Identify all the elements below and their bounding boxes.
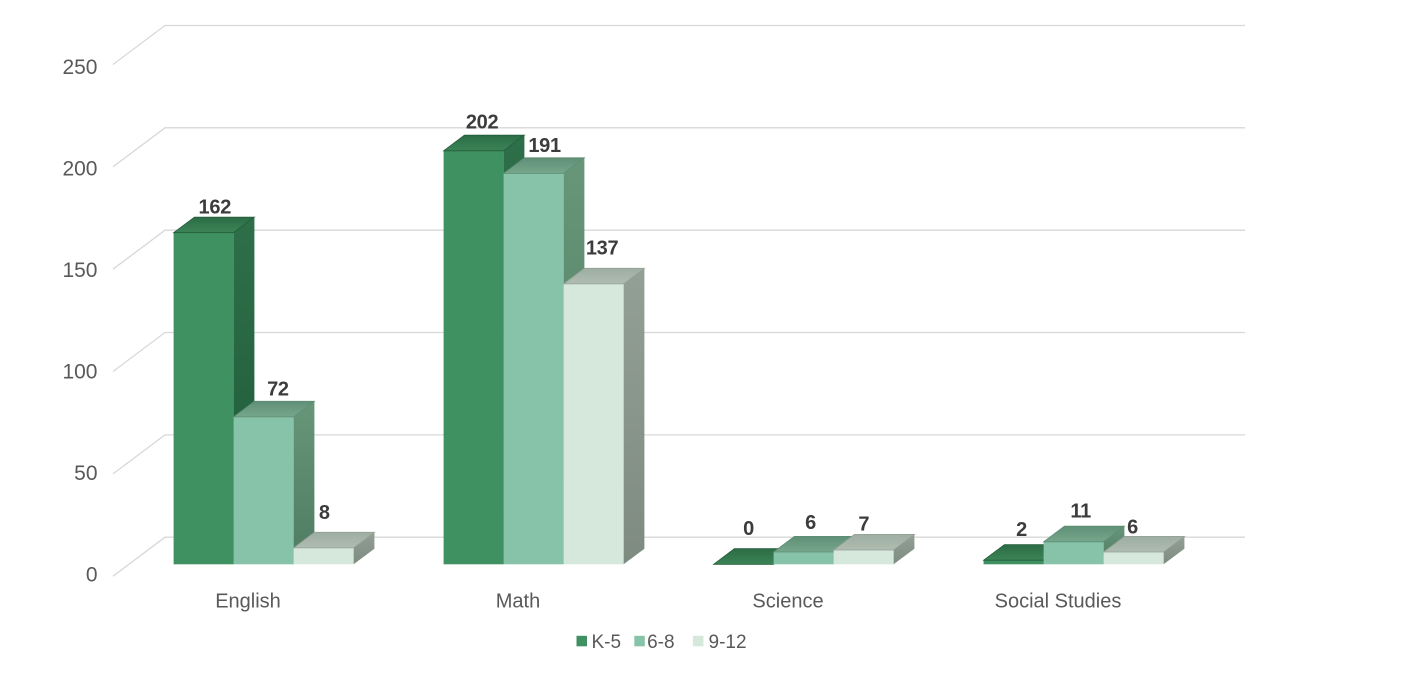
svg-text:202: 202 bbox=[466, 112, 499, 134]
svg-text:250: 250 bbox=[62, 56, 97, 79]
svg-text:K-5: K-5 bbox=[592, 632, 622, 653]
svg-text:191: 191 bbox=[528, 135, 561, 157]
svg-text:7: 7 bbox=[858, 514, 869, 536]
svg-text:Social Studies: Social Studies bbox=[995, 590, 1122, 612]
svg-text:8: 8 bbox=[319, 502, 330, 524]
svg-text:Math: Math bbox=[496, 590, 540, 612]
svg-text:162: 162 bbox=[199, 197, 232, 219]
svg-text:72: 72 bbox=[267, 378, 289, 400]
svg-text:Science: Science bbox=[752, 590, 823, 612]
svg-text:6-8: 6-8 bbox=[647, 632, 674, 653]
svg-text:9-12: 9-12 bbox=[709, 632, 747, 653]
svg-text:137: 137 bbox=[586, 238, 619, 260]
svg-text:2: 2 bbox=[1016, 519, 1027, 541]
svg-text:6: 6 bbox=[1127, 517, 1138, 539]
svg-text:English: English bbox=[215, 590, 281, 612]
svg-text:150: 150 bbox=[62, 259, 97, 282]
svg-text:100: 100 bbox=[62, 361, 97, 384]
svg-text:50: 50 bbox=[74, 462, 97, 485]
svg-text:0: 0 bbox=[86, 564, 98, 587]
svg-text:0: 0 bbox=[743, 518, 754, 540]
svg-text:200: 200 bbox=[62, 158, 97, 181]
svg-text:6: 6 bbox=[805, 512, 816, 534]
svg-text:11: 11 bbox=[1070, 501, 1091, 523]
